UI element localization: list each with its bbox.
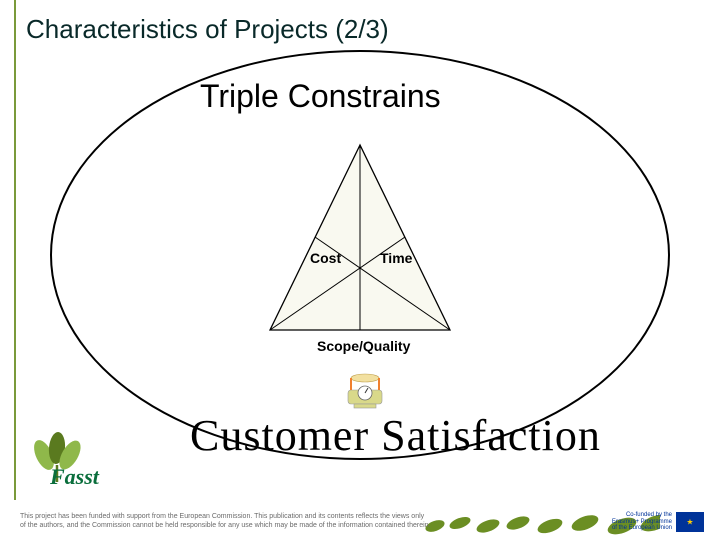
fasst-logo: Fasst bbox=[22, 420, 132, 490]
disclaimer-text: This project has been funded with suppor… bbox=[20, 513, 431, 530]
eu-line2: Erasmus+ Programme bbox=[612, 519, 672, 525]
slide-page: Characteristics of Projects (2/3) Triple… bbox=[0, 0, 720, 540]
accent-line bbox=[14, 0, 16, 500]
disclaimer-line1: This project has been funded with suppor… bbox=[20, 513, 424, 520]
label-time: Time bbox=[380, 250, 412, 266]
label-scope: Scope/Quality bbox=[317, 338, 410, 354]
customer-satisfaction-text: Customer Satisfaction bbox=[190, 410, 601, 461]
svg-text:Fasst: Fasst bbox=[49, 464, 100, 489]
scale-icon bbox=[340, 360, 390, 410]
label-cost: Cost bbox=[310, 250, 341, 266]
triple-constraint-triangle bbox=[260, 140, 460, 350]
eu-flag-icon bbox=[676, 512, 704, 532]
eu-badge: Co-funded by the Erasmus+ Programme of t… bbox=[612, 512, 704, 532]
eu-line3: of the European Union bbox=[612, 525, 672, 531]
disclaimer-line2: of the authors, and the Commission canno… bbox=[20, 522, 431, 529]
eu-line1: Co-funded by the bbox=[626, 512, 672, 518]
eu-badge-text: Co-funded by the Erasmus+ Programme of t… bbox=[612, 512, 672, 532]
diagram-heading: Triple Constrains bbox=[200, 78, 441, 115]
page-title: Characteristics of Projects (2/3) bbox=[26, 14, 389, 45]
footer: This project has been funded with suppor… bbox=[0, 504, 720, 540]
